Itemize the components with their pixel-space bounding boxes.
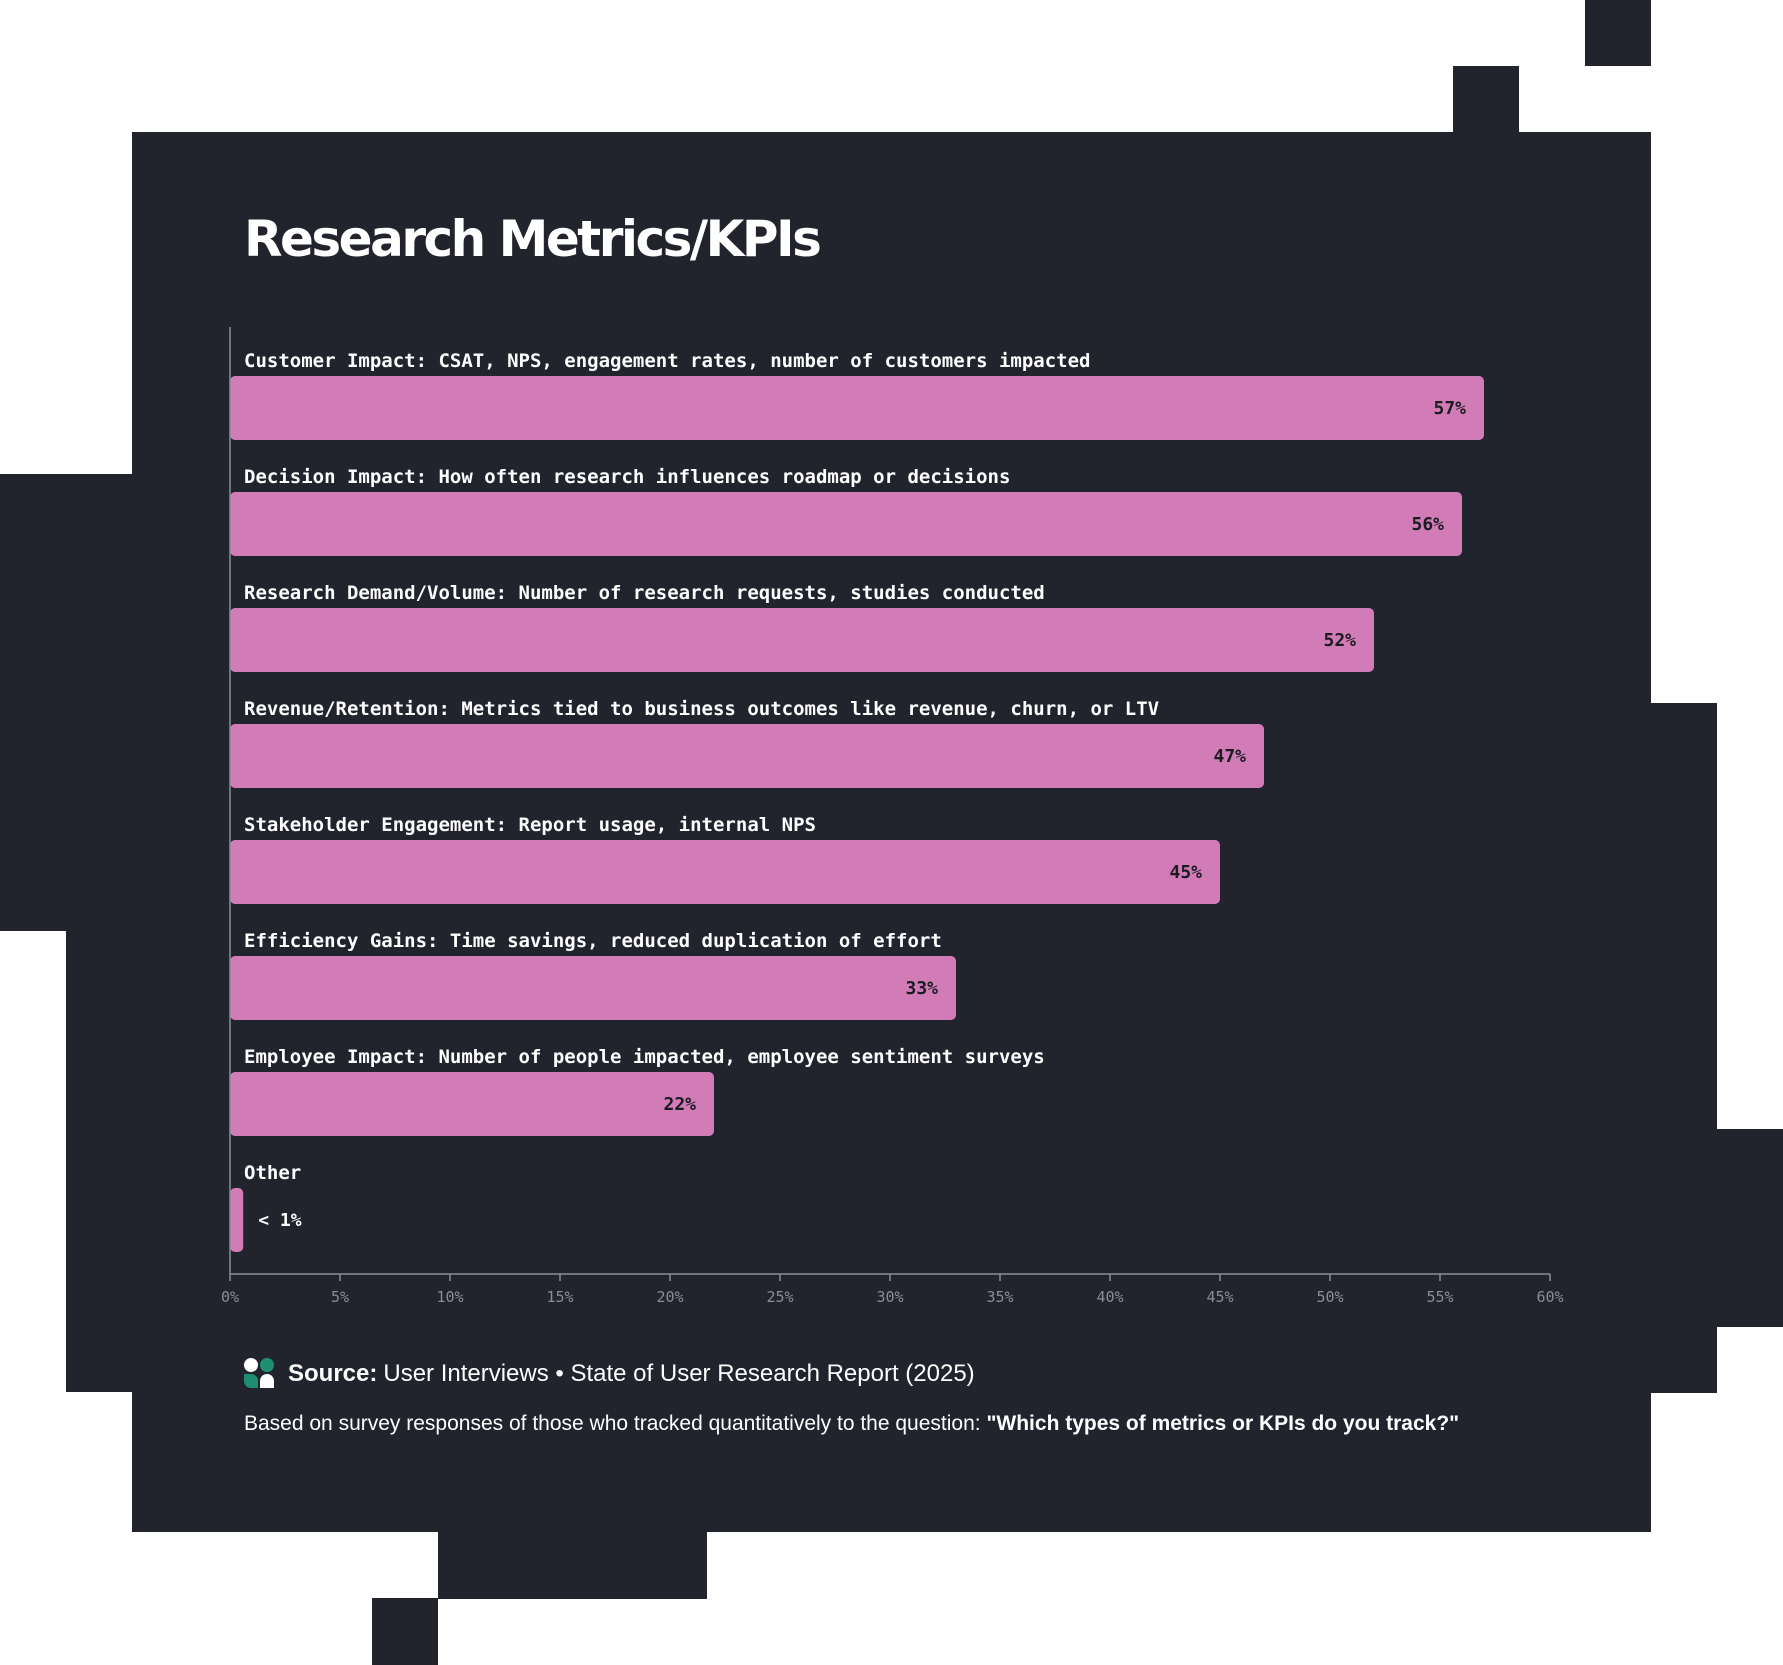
value-label: 56% xyxy=(1411,514,1444,535)
x-tick-label: 5% xyxy=(331,1288,349,1306)
source-label: Source: xyxy=(288,1359,378,1387)
x-tick-label: 45% xyxy=(1206,1288,1233,1306)
x-tick-label: 15% xyxy=(546,1288,573,1306)
category-label: Revenue/Retention: Metrics tied to busin… xyxy=(244,698,1159,720)
bar xyxy=(230,1072,714,1136)
bar xyxy=(230,1188,244,1252)
decor-block xyxy=(372,1598,438,1665)
category-label: Other xyxy=(244,1162,301,1184)
category-label: Efficiency Gains: Time savings, reduced … xyxy=(244,930,942,952)
bar xyxy=(230,724,1264,788)
category-label: Employee Impact: Number of people impact… xyxy=(244,1046,1045,1068)
x-tick-label: 40% xyxy=(1096,1288,1123,1306)
survey-note-prefix: Based on survey responses of those who t… xyxy=(244,1412,987,1435)
bar xyxy=(230,376,1484,440)
value-label: 47% xyxy=(1213,746,1246,767)
value-label: 45% xyxy=(1169,862,1202,883)
x-tick-label: 10% xyxy=(436,1288,463,1306)
decor-block xyxy=(0,474,140,931)
x-tick-label: 35% xyxy=(986,1288,1013,1306)
decor-block xyxy=(1453,66,1519,132)
bar xyxy=(230,492,1462,556)
decor-block xyxy=(1585,0,1651,66)
survey-question: "Which types of metrics or KPIs do you t… xyxy=(986,1412,1460,1435)
value-label: 57% xyxy=(1433,398,1466,419)
chart-title: Research Metrics/KPIs xyxy=(244,210,822,268)
x-tick-label: 30% xyxy=(876,1288,903,1306)
value-label: 22% xyxy=(663,1094,696,1115)
bar xyxy=(230,956,956,1020)
source-text: User Interviews • State of User Research… xyxy=(383,1359,975,1387)
decor-block xyxy=(1700,1129,1783,1327)
value-label: < 1% xyxy=(258,1210,302,1231)
value-label: 52% xyxy=(1323,630,1356,651)
user-interviews-logo-icon xyxy=(244,1358,275,1389)
bar xyxy=(230,608,1374,672)
bar xyxy=(230,840,1220,904)
category-label: Decision Impact: How often research infl… xyxy=(244,466,1010,488)
x-tick-label: 55% xyxy=(1426,1288,1453,1306)
source-line: Source: User Interviews • State of User … xyxy=(244,1358,975,1389)
category-label: Stakeholder Engagement: Report usage, in… xyxy=(244,814,816,836)
chart-panel xyxy=(132,132,1651,1532)
x-tick-label: 25% xyxy=(766,1288,793,1306)
x-tick-label: 60% xyxy=(1536,1288,1563,1306)
value-label: 33% xyxy=(905,978,938,999)
category-label: Customer Impact: CSAT, NPS, engagement r… xyxy=(244,350,1090,372)
x-tick-label: 0% xyxy=(221,1288,239,1306)
survey-note: Based on survey responses of those who t… xyxy=(244,1412,1459,1436)
decor-block xyxy=(438,1520,707,1599)
x-tick-label: 20% xyxy=(656,1288,683,1306)
x-tick-label: 50% xyxy=(1316,1288,1343,1306)
category-label: Research Demand/Volume: Number of resear… xyxy=(244,582,1045,604)
